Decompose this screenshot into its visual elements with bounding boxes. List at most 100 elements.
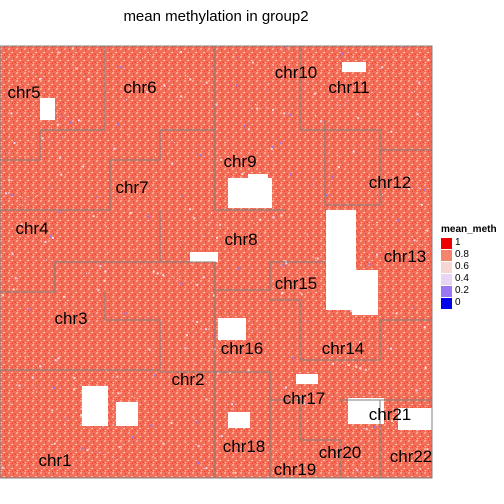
heatmap-speck bbox=[155, 458, 156, 459]
chromosome-label-chr15: chr15 bbox=[275, 274, 318, 293]
chromosome-label-chr11: chr11 bbox=[328, 78, 369, 97]
heatmap-speck bbox=[340, 57, 341, 58]
heatmap-speck bbox=[422, 269, 423, 270]
heatmap-speck bbox=[414, 91, 415, 92]
legend-swatch bbox=[441, 250, 452, 261]
heatmap-speck bbox=[332, 363, 334, 365]
heatmap-speck bbox=[365, 59, 366, 60]
heatmap-speck bbox=[171, 168, 172, 169]
heatmap-speck bbox=[58, 52, 60, 54]
heatmap-speck bbox=[353, 151, 355, 153]
heatmap-speck bbox=[419, 122, 420, 123]
heatmap-speck bbox=[2, 467, 4, 469]
heatmap-speck bbox=[248, 369, 250, 371]
heatmap-speck bbox=[409, 371, 410, 372]
heatmap-speck bbox=[113, 163, 114, 164]
heatmap-speck bbox=[42, 137, 44, 139]
heatmap-speck bbox=[292, 357, 294, 359]
heatmap-speck bbox=[186, 334, 188, 336]
missing-data-area bbox=[342, 62, 366, 72]
heatmap-speck bbox=[206, 382, 207, 383]
heatmap-speck bbox=[60, 174, 62, 176]
heatmap-speck bbox=[33, 425, 34, 426]
heatmap-speck bbox=[106, 226, 107, 227]
heatmap-speck bbox=[206, 467, 208, 469]
heatmap-speck bbox=[54, 387, 56, 389]
heatmap-speck bbox=[104, 270, 106, 272]
missing-data-area bbox=[40, 98, 55, 120]
heatmap-speck bbox=[149, 349, 151, 351]
heatmap-speck bbox=[31, 141, 32, 142]
heatmap-speck bbox=[348, 364, 350, 366]
heatmap-speck bbox=[115, 457, 116, 458]
heatmap-speck bbox=[104, 280, 106, 282]
heatmap-speck bbox=[79, 329, 80, 330]
heatmap-speck bbox=[32, 377, 34, 379]
heatmap-speck bbox=[3, 129, 4, 130]
chromosome-label-chr21: chr21 bbox=[369, 405, 412, 424]
heatmap-speck bbox=[359, 367, 361, 369]
heatmap-speck bbox=[119, 198, 120, 199]
heatmap-speck bbox=[125, 312, 127, 314]
heatmap-speck bbox=[13, 288, 15, 290]
heatmap-speck bbox=[116, 376, 118, 378]
heatmap-speck bbox=[314, 93, 316, 95]
heatmap-speck bbox=[22, 205, 23, 206]
heatmap-speck bbox=[107, 254, 108, 255]
heatmap-speck bbox=[11, 194, 13, 196]
heatmap-speck bbox=[421, 323, 422, 324]
heatmap-speck bbox=[379, 307, 380, 308]
heatmap-speck bbox=[194, 364, 195, 365]
legend-label: 0.8 bbox=[455, 249, 469, 260]
heatmap-speck bbox=[250, 110, 251, 111]
heatmap-speck bbox=[427, 59, 429, 61]
heatmap-speck bbox=[402, 47, 403, 48]
heatmap-speck bbox=[383, 59, 384, 60]
heatmap-speck bbox=[35, 108, 36, 109]
heatmap-speck bbox=[418, 169, 419, 170]
heatmap-speck bbox=[211, 213, 212, 214]
heatmap-speck bbox=[315, 258, 316, 259]
heatmap-speck bbox=[234, 472, 236, 474]
heatmap-speck bbox=[207, 50, 208, 51]
heatmap-speck bbox=[51, 128, 52, 129]
heatmap-speck bbox=[426, 230, 428, 232]
heatmap-speck bbox=[51, 409, 53, 411]
heatmap-speck bbox=[87, 449, 89, 451]
heatmap-speck bbox=[189, 78, 191, 80]
heatmap-speck bbox=[273, 216, 275, 218]
heatmap-speck bbox=[390, 348, 392, 350]
heatmap-speck bbox=[381, 454, 382, 455]
heatmap-speck bbox=[46, 260, 47, 261]
heatmap-speck bbox=[286, 47, 287, 48]
heatmap-speck bbox=[60, 116, 61, 117]
heatmap-speck bbox=[291, 446, 292, 447]
heatmap-speck bbox=[200, 154, 202, 156]
heatmap-speck bbox=[307, 234, 308, 235]
heatmap-speck bbox=[272, 109, 274, 111]
heatmap-speck bbox=[208, 91, 209, 92]
heatmap-speck bbox=[274, 165, 275, 166]
heatmap-speck bbox=[69, 110, 70, 111]
legend-swatch bbox=[441, 298, 452, 309]
heatmap-speck bbox=[199, 113, 200, 114]
heatmap-speck bbox=[220, 159, 222, 161]
heatmap-speck bbox=[233, 57, 234, 58]
heatmap-speck bbox=[50, 235, 52, 237]
heatmap-speck bbox=[288, 47, 289, 48]
heatmap-speck bbox=[289, 114, 291, 116]
heatmap-speck bbox=[81, 460, 82, 461]
heatmap-speck bbox=[306, 336, 307, 337]
chromosome-label-chr6: chr6 bbox=[123, 78, 156, 97]
heatmap-speck bbox=[416, 312, 417, 313]
chromosome-label-chr16: chr16 bbox=[221, 339, 264, 358]
chromosome-label-chr20: chr20 bbox=[319, 443, 362, 462]
heatmap-speck bbox=[28, 199, 29, 200]
heatmap-speck bbox=[87, 78, 89, 80]
heatmap-speck bbox=[376, 254, 378, 256]
heatmap-speck bbox=[205, 328, 207, 330]
heatmap-speck bbox=[150, 54, 151, 55]
heatmap-speck bbox=[6, 59, 7, 60]
heatmap-speck bbox=[162, 443, 164, 445]
heatmap-speck bbox=[82, 166, 84, 168]
